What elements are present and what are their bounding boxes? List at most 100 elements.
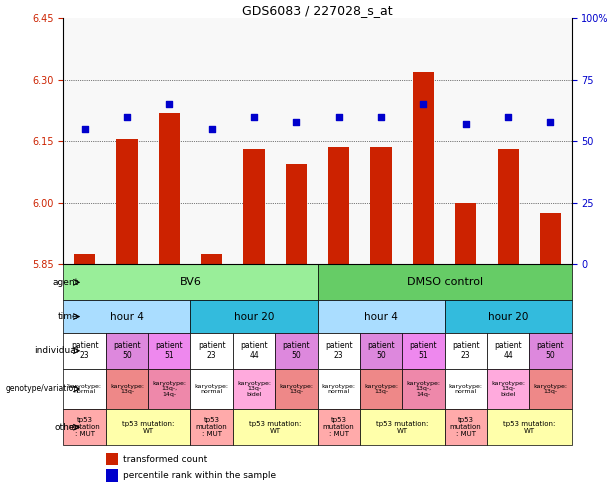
Text: genotype/variation: genotype/variation — [5, 384, 78, 394]
FancyBboxPatch shape — [318, 333, 360, 369]
FancyBboxPatch shape — [191, 369, 233, 409]
Text: tp53
mutation
: MUT: tp53 mutation : MUT — [323, 417, 354, 437]
Text: time: time — [58, 312, 78, 321]
FancyBboxPatch shape — [360, 333, 402, 369]
Point — [546, 118, 555, 126]
Text: karyotype:
normal: karyotype: normal — [449, 384, 483, 395]
FancyBboxPatch shape — [63, 409, 106, 445]
Text: patient
23: patient 23 — [198, 341, 226, 360]
Bar — [328, 147, 349, 264]
Point — [80, 125, 89, 133]
Text: patient
51: patient 51 — [409, 341, 437, 360]
FancyBboxPatch shape — [106, 333, 148, 369]
Point — [122, 113, 132, 121]
Text: patient
50: patient 50 — [113, 341, 141, 360]
Text: tp53 mutation:
WT: tp53 mutation: WT — [503, 421, 555, 434]
FancyBboxPatch shape — [63, 264, 318, 300]
Bar — [116, 139, 137, 264]
FancyBboxPatch shape — [275, 333, 318, 369]
Text: patient
50: patient 50 — [367, 341, 395, 360]
Bar — [540, 213, 561, 264]
Text: karyotype:
13q-,
14q-: karyotype: 13q-, 14q- — [152, 381, 186, 398]
Text: hour 20: hour 20 — [488, 312, 528, 322]
Text: karyotype:
13q-: karyotype: 13q- — [364, 384, 398, 395]
Text: tp53
mutation
: MUT: tp53 mutation : MUT — [69, 417, 101, 437]
FancyBboxPatch shape — [444, 333, 487, 369]
FancyBboxPatch shape — [444, 300, 571, 333]
Point — [419, 100, 428, 108]
FancyBboxPatch shape — [487, 409, 571, 445]
FancyBboxPatch shape — [529, 369, 571, 409]
Text: karyotype:
13q-,
14q-: karyotype: 13q-, 14q- — [406, 381, 440, 398]
Text: patient
23: patient 23 — [452, 341, 479, 360]
FancyBboxPatch shape — [233, 333, 275, 369]
Bar — [286, 164, 307, 264]
Text: percentile rank within the sample: percentile rank within the sample — [123, 471, 276, 480]
Point — [334, 113, 344, 121]
Point — [503, 113, 513, 121]
FancyBboxPatch shape — [360, 409, 444, 445]
FancyBboxPatch shape — [318, 300, 444, 333]
Text: hour 4: hour 4 — [110, 312, 144, 322]
FancyBboxPatch shape — [191, 409, 233, 445]
Text: karyotype:
13q-: karyotype: 13q- — [533, 384, 568, 395]
Text: karyotype:
normal: karyotype: normal — [322, 384, 356, 395]
Title: GDS6083 / 227028_s_at: GDS6083 / 227028_s_at — [242, 4, 393, 17]
Text: tp53 mutation:
WT: tp53 mutation: WT — [249, 421, 302, 434]
Bar — [498, 149, 519, 264]
FancyBboxPatch shape — [444, 369, 487, 409]
Text: karyotype:
13q-: karyotype: 13q- — [280, 384, 313, 395]
Text: karyotype:
normal: karyotype: normal — [67, 384, 102, 395]
FancyBboxPatch shape — [318, 264, 571, 300]
Bar — [413, 71, 434, 264]
Bar — [74, 254, 95, 264]
FancyBboxPatch shape — [191, 300, 318, 333]
FancyBboxPatch shape — [106, 409, 191, 445]
FancyBboxPatch shape — [275, 369, 318, 409]
FancyBboxPatch shape — [63, 369, 106, 409]
Text: DMSO control: DMSO control — [406, 277, 482, 287]
Text: patient
50: patient 50 — [536, 341, 564, 360]
Text: karyotype:
13q-: karyotype: 13q- — [110, 384, 144, 395]
FancyBboxPatch shape — [63, 333, 106, 369]
FancyBboxPatch shape — [318, 409, 360, 445]
FancyBboxPatch shape — [529, 333, 571, 369]
Text: patient
44: patient 44 — [494, 341, 522, 360]
Bar — [243, 149, 265, 264]
FancyBboxPatch shape — [487, 369, 529, 409]
Text: patient
44: patient 44 — [240, 341, 268, 360]
Point — [461, 120, 471, 128]
Point — [291, 118, 301, 126]
Point — [164, 100, 174, 108]
FancyBboxPatch shape — [360, 369, 402, 409]
Point — [249, 113, 259, 121]
Text: other: other — [54, 423, 78, 432]
Bar — [106, 454, 118, 466]
Bar — [370, 147, 392, 264]
Text: patient
50: patient 50 — [283, 341, 310, 360]
Bar — [159, 113, 180, 264]
Point — [207, 125, 216, 133]
Point — [376, 113, 386, 121]
FancyBboxPatch shape — [487, 333, 529, 369]
FancyBboxPatch shape — [148, 333, 191, 369]
FancyBboxPatch shape — [402, 369, 444, 409]
FancyBboxPatch shape — [148, 369, 191, 409]
FancyBboxPatch shape — [233, 369, 275, 409]
Text: karyotype:
normal: karyotype: normal — [195, 384, 229, 395]
FancyBboxPatch shape — [106, 369, 148, 409]
FancyBboxPatch shape — [402, 333, 444, 369]
Text: transformed count: transformed count — [123, 455, 207, 464]
Text: patient
23: patient 23 — [70, 341, 99, 360]
Text: karyotype:
13q-
bidel: karyotype: 13q- bidel — [491, 381, 525, 398]
Bar — [455, 203, 476, 264]
FancyBboxPatch shape — [191, 333, 233, 369]
Text: BV6: BV6 — [180, 277, 202, 287]
Text: tp53
mutation
: MUT: tp53 mutation : MUT — [196, 417, 227, 437]
Text: tp53 mutation:
WT: tp53 mutation: WT — [122, 421, 174, 434]
Text: patient
51: patient 51 — [156, 341, 183, 360]
FancyBboxPatch shape — [318, 369, 360, 409]
Text: hour 4: hour 4 — [364, 312, 398, 322]
Text: tp53
mutation
: MUT: tp53 mutation : MUT — [450, 417, 482, 437]
Text: individual: individual — [34, 346, 78, 355]
